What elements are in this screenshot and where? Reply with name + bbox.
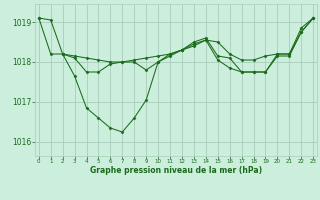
X-axis label: Graphe pression niveau de la mer (hPa): Graphe pression niveau de la mer (hPa) bbox=[90, 166, 262, 175]
